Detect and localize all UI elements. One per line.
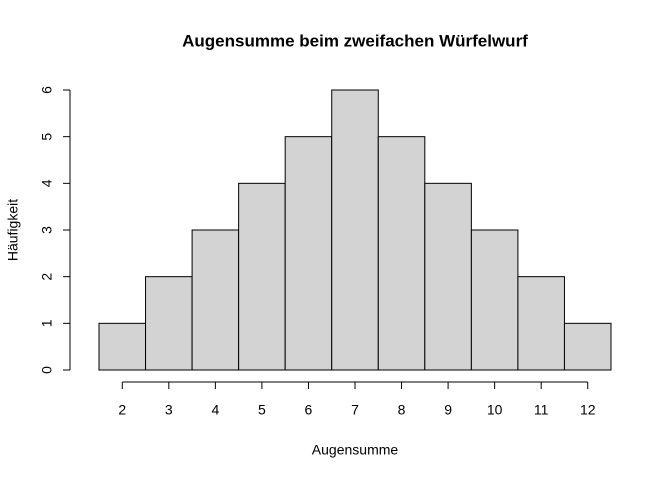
y-axis-label: Häufigkeit: [5, 199, 21, 261]
bar: [98, 322, 147, 371]
bar: [145, 276, 193, 371]
x-tick-label: 3: [165, 402, 173, 418]
bar: [517, 276, 565, 371]
x-tick-label: 9: [444, 402, 452, 418]
bar: [424, 182, 472, 371]
y-tick-label: 3: [39, 226, 55, 234]
x-tick-label: 4: [211, 402, 219, 418]
x-tick-label: 11: [534, 402, 549, 418]
bar: [331, 89, 379, 371]
bar: [377, 136, 426, 371]
y-tick-label: 0: [39, 366, 55, 374]
x-tick-label: 10: [487, 402, 503, 418]
y-tick-label: 2: [39, 273, 55, 281]
x-tick-label: 7: [351, 402, 359, 418]
chart-title: Augensumme beim zweifachen Würfelwurf: [182, 31, 528, 50]
bar: [191, 229, 240, 371]
x-tick-label: 2: [118, 402, 126, 418]
bar: [238, 182, 286, 371]
x-tick-label: 6: [305, 402, 313, 418]
x-tick-label: 8: [398, 402, 406, 418]
y-tick-label: 5: [39, 133, 55, 141]
y-tick-label: 1: [39, 319, 55, 327]
bar: [563, 322, 612, 371]
x-tick-label: 5: [258, 402, 266, 418]
bar: [284, 136, 333, 371]
y-tick-label: 6: [39, 86, 55, 94]
x-axis-label: Augensumme: [312, 442, 399, 458]
x-tick-label: 12: [580, 402, 596, 418]
bar: [470, 229, 519, 371]
y-tick-label: 4: [39, 179, 55, 187]
